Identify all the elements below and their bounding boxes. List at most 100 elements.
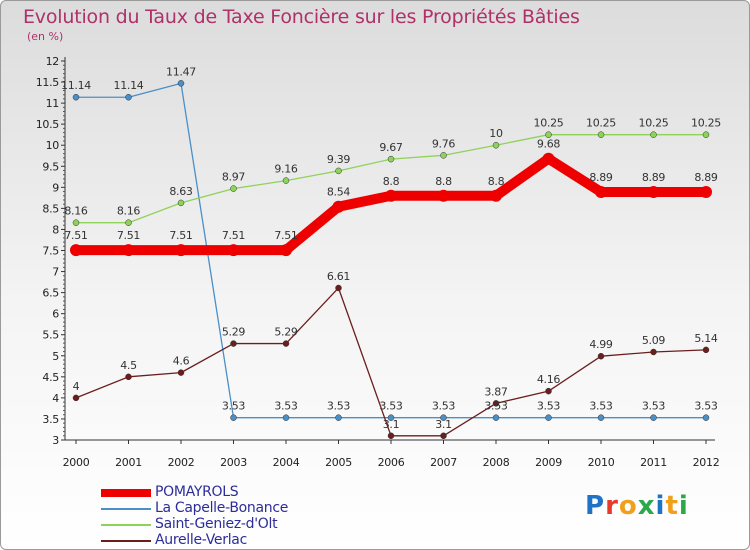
y-tick-label: 4.5 [42, 371, 59, 384]
data-label-1: 3.53 [432, 400, 456, 413]
series-point-1 [125, 93, 132, 101]
series-point-1 [597, 414, 605, 421]
series-point-3 [335, 284, 342, 292]
series-point-3 [125, 373, 132, 381]
data-label-2: 10.25 [691, 117, 721, 130]
data-label-1: 3.53 [222, 400, 246, 413]
series-point-2 [125, 219, 132, 226]
series-point-1 [492, 414, 500, 421]
series-point-3 [387, 432, 395, 440]
legend-item: Aurelle-Verlac [101, 532, 401, 549]
series-point-0 [490, 189, 502, 202]
series-point-0 [542, 152, 555, 165]
data-label-3: 3.1 [383, 418, 400, 431]
series-point-0 [332, 200, 345, 213]
data-label-3: 4.5 [120, 359, 137, 372]
y-tick-label: 3.5 [42, 413, 59, 426]
data-label-2: 8.16 [64, 205, 88, 218]
legend-label: La Capelle-Bonance [155, 500, 289, 516]
data-label-3: 5.29 [222, 326, 246, 339]
legend-label: Aurelle-Verlac [155, 532, 247, 548]
x-tick-label: 2001 [115, 456, 142, 469]
x-tick-label: 2003 [220, 456, 247, 469]
chart-unit: (en %) [27, 30, 64, 43]
data-label-0: 8.54 [327, 186, 351, 199]
series-point-1 [72, 93, 80, 101]
series-point-2 [440, 152, 447, 159]
data-label-1: 11.14 [61, 79, 91, 92]
y-tick-label: 6 [52, 308, 59, 321]
data-label-0: 7.51 [117, 229, 140, 242]
series-point-1 [335, 414, 342, 421]
series-point-0 [385, 189, 397, 202]
series-point-2 [72, 219, 80, 226]
y-tick-label: 5.5 [42, 329, 59, 342]
data-label-1: 3.53 [537, 400, 561, 413]
data-label-0: 7.51 [64, 229, 87, 242]
data-label-2: 8.97 [222, 171, 246, 184]
x-tick-label: 2008 [483, 456, 510, 469]
data-label-2: 10.25 [586, 117, 616, 130]
data-label-1: 3.53 [274, 400, 298, 413]
series-point-0 [70, 244, 82, 257]
x-tick-label: 2006 [378, 456, 405, 469]
logo-letter: x [637, 491, 656, 521]
y-tick-label: 11 [46, 97, 59, 110]
proxiti-logo: Proxiti [585, 491, 689, 521]
series-point-1 [230, 414, 237, 421]
data-label-2: 8.63 [169, 185, 193, 198]
logo-letter: o [618, 491, 638, 521]
series-point-3 [702, 346, 710, 354]
series-point-1 [545, 414, 552, 421]
logo-letter: t [665, 491, 679, 521]
data-label-3: 5.09 [642, 334, 666, 347]
series-point-2 [545, 131, 552, 138]
data-label-2: 8.16 [117, 205, 141, 218]
y-tick-label: 8 [52, 223, 59, 236]
data-label-2: 10.25 [639, 117, 669, 130]
legend: POMAYROLS La Capelle-Bonance Saint-Geniez-… [101, 484, 401, 549]
series-point-0 [647, 185, 660, 198]
series-point-2 [177, 199, 185, 207]
series-point-3 [597, 352, 605, 360]
data-label-0: 8.89 [642, 171, 666, 184]
data-label-0: 8.89 [694, 171, 718, 184]
legend-label: Saint-Geniez-d'Olt [155, 516, 278, 532]
data-label-3: 5.14 [694, 332, 718, 345]
data-label-1: 3.53 [327, 400, 351, 413]
series-point-3 [440, 432, 447, 440]
x-tick-label: 2011 [640, 456, 667, 469]
legend-swatch [101, 524, 151, 526]
data-label-0: 9.68 [537, 138, 561, 151]
y-tick-label: 3 [52, 434, 59, 447]
y-tick-label: 8.5 [42, 202, 59, 215]
data-label-1: 11.14 [114, 79, 144, 92]
x-tick-label: 2005 [325, 456, 352, 469]
series-point-2 [230, 185, 237, 192]
series-point-0 [700, 185, 712, 198]
x-tick-label: 2002 [168, 456, 195, 469]
data-label-0: 8.8 [435, 175, 452, 188]
y-tick-label: 4 [52, 392, 59, 405]
data-label-0: 7.51 [274, 229, 297, 242]
data-label-2: 10 [489, 127, 503, 140]
data-label-0: 8.8 [383, 175, 400, 188]
data-label-2: 10.25 [534, 117, 564, 130]
data-label-1: 3.53 [694, 400, 718, 413]
x-tick-label: 2009 [535, 456, 562, 469]
legend-swatch [101, 508, 151, 510]
y-tick-label: 10 [46, 139, 60, 152]
data-label-3: 3.87 [484, 385, 508, 398]
series-point-0 [227, 244, 240, 257]
series-point-3 [282, 340, 290, 347]
series-point-0 [437, 189, 450, 202]
data-label-1: 11.47 [166, 65, 196, 78]
x-tick-label: 2000 [63, 456, 90, 469]
series-point-3 [72, 394, 80, 402]
y-tick-label: 9 [52, 181, 59, 194]
series-point-2 [702, 131, 710, 138]
series-point-2 [335, 167, 342, 175]
series-point-0 [175, 244, 187, 257]
